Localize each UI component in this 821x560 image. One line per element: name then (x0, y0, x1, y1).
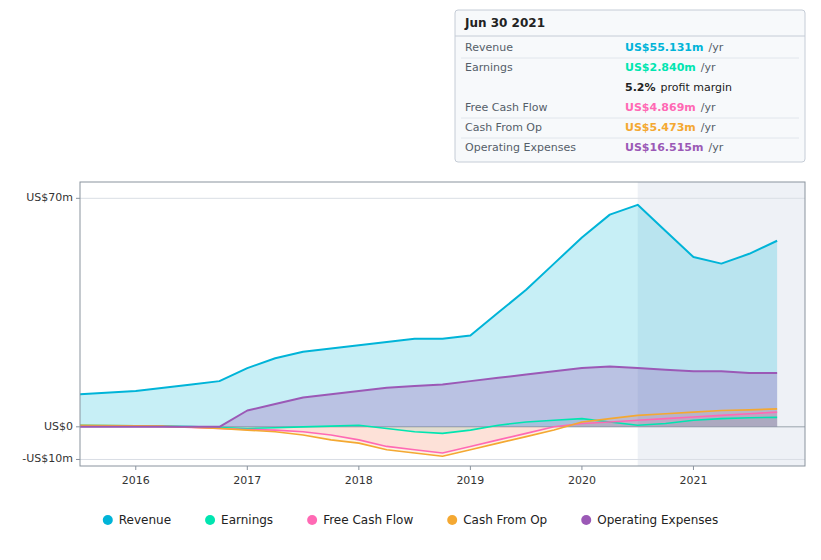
info-row-label: Free Cash Flow (465, 101, 548, 114)
info-row-suffix: /yr (701, 101, 716, 114)
legend-label: Revenue (119, 513, 171, 527)
chart: -US$10m US$0 US$70m 2016 2017 2018 2019 2020 202… (0, 0, 821, 560)
series-line (80, 412, 777, 453)
info-row-value: US$4.869m (625, 101, 696, 114)
legend-label: Cash From Op (463, 513, 547, 527)
series-line (80, 409, 777, 456)
info-row-label: Operating Expenses (465, 141, 576, 154)
info-box-separator (461, 118, 799, 119)
legend-swatch (103, 515, 113, 525)
info-box-separator (461, 138, 799, 139)
info-row-label: Earnings (465, 61, 513, 74)
x-tick-label: 2018 (345, 474, 373, 487)
info-row-value: US$5.473m (625, 121, 696, 134)
info-box-separator (461, 58, 799, 59)
info-row-value: US$16.515m (625, 141, 703, 154)
x-tick (135, 466, 136, 470)
x-tick (247, 466, 248, 470)
grid-line (80, 459, 805, 460)
y-tick-label: US$70m (26, 191, 73, 204)
y-tick-label: -US$10m (22, 452, 73, 465)
info-box-frame (455, 10, 805, 162)
info-row-value: US$2.840m (625, 61, 696, 74)
info-row-value: US$55.131m (625, 41, 703, 54)
x-tick-label: 2016 (122, 474, 150, 487)
x-tick (470, 466, 471, 470)
y-tick (76, 426, 80, 427)
x-tick (693, 466, 694, 470)
series-area (80, 205, 777, 427)
legend-label: Earnings (221, 513, 273, 527)
series-line (80, 366, 777, 426)
info-row-suffix: /yr (708, 41, 723, 54)
x-tick-label: 2020 (568, 474, 596, 487)
info-row-suffix: profit margin (661, 81, 733, 94)
y-tick (76, 459, 80, 460)
series-line (80, 205, 777, 394)
legend-label: Operating Expenses (597, 513, 718, 527)
info-row-label: Revenue (465, 41, 513, 54)
x-tick-label: 2021 (679, 474, 707, 487)
legend-swatch (581, 515, 591, 525)
legend: Revenue Earnings Free Cash Flow Cash From O… (103, 513, 718, 527)
info-box-separator (455, 36, 805, 37)
plot-frame (80, 182, 805, 466)
plot-marks (80, 182, 805, 466)
series-line (80, 417, 777, 433)
x-tick (581, 466, 582, 470)
legend-label: Free Cash Flow (323, 513, 413, 527)
info-row-suffix: /yr (701, 61, 716, 74)
info-row-suffix: /yr (708, 141, 723, 154)
grid-line (80, 198, 805, 199)
y-tick-label: US$0 (44, 420, 73, 433)
x-tick-label: 2019 (456, 474, 484, 487)
x-tick-label: 2017 (233, 474, 261, 487)
info-row-value: 5.2% (625, 81, 656, 94)
legend-swatch (205, 515, 215, 525)
info-row-suffix: /yr (701, 121, 716, 134)
legend-swatch (307, 515, 317, 525)
info-box-title: Jun 30 2021 (464, 16, 545, 30)
x-tick (358, 466, 359, 470)
legend-swatch (447, 515, 457, 525)
y-tick (76, 198, 80, 199)
plot-background (80, 182, 805, 466)
info-row-label: Cash From Op (465, 121, 542, 134)
info-box: Jun 30 2021 Revenue US$55.131m/yr Earnings U… (455, 10, 805, 162)
